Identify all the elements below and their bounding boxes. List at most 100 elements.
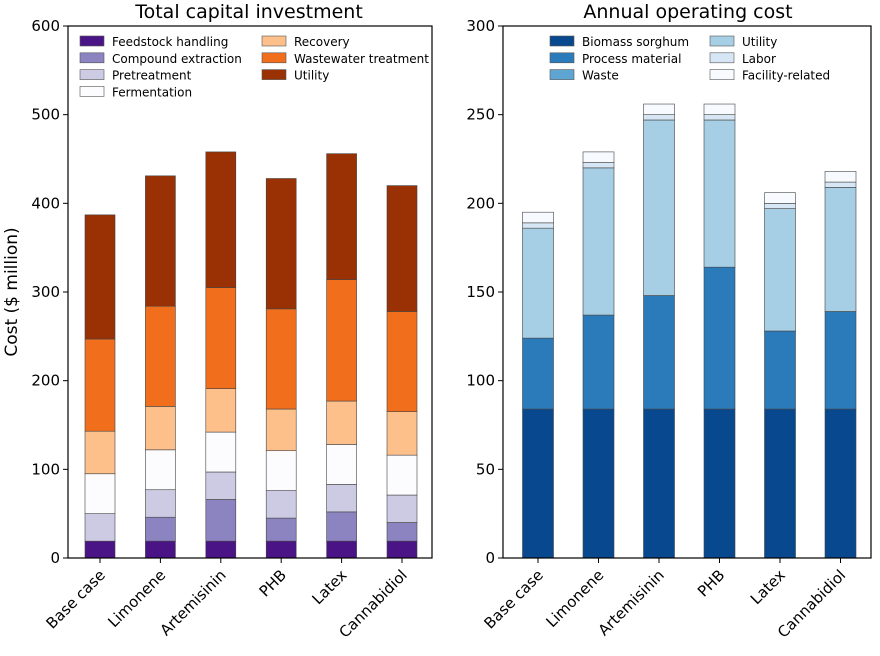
legend-swatch-waste bbox=[549, 69, 575, 80]
y-tick-label: 0 bbox=[50, 549, 60, 567]
bar-latex-labor bbox=[764, 203, 796, 209]
y-tick-label: 500 bbox=[31, 106, 60, 124]
legend-label-biomass-sorghum: Biomass sorghum bbox=[582, 35, 689, 49]
bars bbox=[84, 151, 418, 559]
y-tick-label: 600 bbox=[31, 17, 60, 35]
bar-limonene-biomass-sorghum bbox=[582, 408, 615, 559]
bar-phb-pretreatment bbox=[265, 490, 297, 519]
bar-cannabidiol-facility-related bbox=[824, 171, 857, 183]
bar-latex-facility-related bbox=[764, 192, 796, 204]
bar-phb-wastewater-treatment bbox=[265, 308, 297, 410]
legend-label-utility: Utility bbox=[742, 35, 777, 49]
legend-label-recovery: Recovery bbox=[294, 35, 350, 49]
bar-limonene-pretreatment bbox=[145, 489, 176, 518]
chart-title: Annual operating cost bbox=[583, 1, 792, 23]
legend-label-fermentation: Fermentation bbox=[112, 85, 192, 99]
bar-base-case-fermentation bbox=[84, 473, 116, 514]
bar-cannabidiol-pretreatment bbox=[386, 494, 418, 523]
bar-phb-fermentation bbox=[265, 450, 297, 491]
bar-artemisinin-recovery bbox=[205, 388, 237, 433]
bar-base-case-utility bbox=[84, 214, 116, 340]
bar-limonene-labor bbox=[582, 162, 615, 169]
y-tick-label: 0 bbox=[485, 549, 495, 567]
bar-base-case-pretreatment bbox=[84, 513, 116, 542]
bar-cannabidiol-process-material bbox=[824, 311, 857, 410]
bar-cannabidiol-wastewater-treatment bbox=[386, 311, 418, 412]
bar-phb-labor bbox=[703, 114, 736, 121]
bar-base-case-facility-related bbox=[522, 211, 554, 224]
legend-label-waste: Waste bbox=[582, 69, 619, 83]
bar-base-case-feedstock-handling bbox=[84, 540, 116, 559]
bar-latex-feedstock-handling bbox=[326, 540, 357, 559]
bar-base-case-wastewater-treatment bbox=[84, 338, 116, 432]
bars bbox=[522, 103, 857, 559]
legend-label-wastewater-treatment: Wastewater treatment bbox=[294, 52, 429, 66]
bar-artemisinin-pretreatment bbox=[205, 471, 237, 500]
y-tick-label: 50 bbox=[476, 460, 495, 478]
bar-cannabidiol-utility bbox=[824, 187, 857, 312]
bar-artemisinin-compound-extraction bbox=[205, 499, 237, 542]
legend-label-pretreatment: Pretreatment bbox=[112, 69, 192, 83]
legend-label-process-material: Process material bbox=[582, 52, 681, 66]
bar-cannabidiol-biomass-sorghum bbox=[824, 408, 857, 559]
legend: Biomass sorghum Process material Waste Util… bbox=[549, 35, 830, 83]
bar-phb-utility bbox=[703, 119, 736, 268]
bar-phb-feedstock-handling bbox=[265, 540, 297, 559]
bar-artemisinin-feedstock-handling bbox=[205, 540, 237, 559]
bar-base-case-recovery bbox=[84, 430, 116, 475]
bar-latex-pretreatment bbox=[326, 484, 357, 513]
legend-swatch-utility bbox=[261, 69, 287, 80]
y-tick-label: 250 bbox=[466, 106, 495, 124]
bar-latex-wastewater-treatment bbox=[326, 279, 357, 402]
bar-latex-compound-extraction bbox=[326, 511, 357, 542]
y-tick-label: 200 bbox=[31, 372, 60, 390]
bar-limonene-recovery bbox=[145, 406, 176, 451]
bar-latex-utility bbox=[326, 153, 357, 280]
legend-swatch-recovery bbox=[261, 35, 287, 47]
bar-latex-process-material bbox=[764, 330, 796, 410]
legend-swatch-fermentation bbox=[79, 86, 105, 97]
bar-limonene-utility bbox=[582, 167, 615, 316]
bar-base-case-biomass-sorghum bbox=[522, 408, 554, 559]
bar-phb-facility-related bbox=[703, 103, 736, 115]
bar-latex-recovery bbox=[326, 400, 357, 445]
bar-artemisinin-process-material bbox=[643, 295, 675, 410]
bar-phb-compound-extraction bbox=[265, 517, 297, 542]
bar-artemisinin-utility bbox=[643, 119, 675, 296]
y-tick-label: 150 bbox=[466, 283, 495, 301]
bar-limonene-wastewater-treatment bbox=[145, 305, 176, 407]
legend-label-compound-extraction: Compound extraction bbox=[112, 52, 242, 66]
bar-cannabidiol-fermentation bbox=[386, 454, 418, 496]
bar-latex-biomass-sorghum bbox=[764, 408, 796, 559]
bar-limonene-process-material bbox=[582, 314, 615, 410]
bar-cannabidiol-feedstock-handling bbox=[386, 540, 418, 559]
bar-latex-fermentation bbox=[326, 444, 357, 485]
legend-swatch-compound-extraction bbox=[79, 52, 105, 64]
bar-limonene-fermentation bbox=[145, 449, 176, 491]
legend-label-facility-related: Facility-related bbox=[742, 69, 830, 83]
legend-swatch-labor bbox=[709, 52, 735, 64]
bar-limonene-compound-extraction bbox=[145, 516, 176, 542]
legend-label-labor: Labor bbox=[742, 52, 776, 66]
bar-artemisinin-labor bbox=[643, 114, 675, 121]
bar-base-case-utility bbox=[522, 227, 554, 339]
y-tick-label: 100 bbox=[466, 372, 495, 390]
legend-swatch-pretreatment bbox=[79, 69, 105, 80]
legend-swatch-process-material bbox=[549, 52, 575, 64]
bar-artemisinin-fermentation bbox=[205, 431, 237, 473]
bar-limonene-feedstock-handling bbox=[145, 540, 176, 559]
legend: Feedstock handling Compound extraction Pre… bbox=[79, 35, 429, 99]
chart-title: Total capital investment bbox=[134, 1, 363, 23]
bar-artemisinin-wastewater-treatment bbox=[205, 287, 237, 389]
bar-limonene-facility-related bbox=[582, 151, 615, 163]
legend-swatch-wastewater-treatment bbox=[261, 52, 287, 64]
bar-cannabidiol-utility bbox=[386, 185, 418, 312]
legend-swatch-utility bbox=[709, 35, 735, 47]
bar-cannabidiol-compound-extraction bbox=[386, 522, 418, 542]
bar-artemisinin-biomass-sorghum bbox=[643, 408, 675, 559]
bar-base-case-labor bbox=[522, 222, 554, 229]
y-tick-label: 300 bbox=[31, 283, 60, 301]
legend-swatch-facility-related bbox=[709, 69, 735, 80]
bar-phb-utility bbox=[265, 178, 297, 310]
